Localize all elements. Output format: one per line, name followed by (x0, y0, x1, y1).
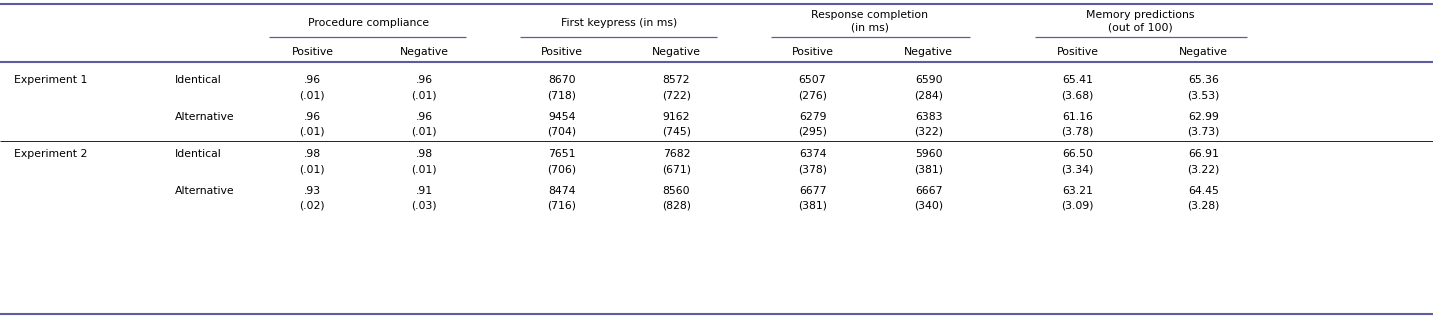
Text: .96: .96 (416, 75, 433, 85)
Text: .93: .93 (304, 186, 321, 196)
Text: .91: .91 (416, 186, 433, 196)
Text: Negative: Negative (400, 47, 449, 57)
Text: (.01): (.01) (411, 164, 437, 174)
Text: Negative: Negative (904, 47, 953, 57)
Text: 65.36: 65.36 (1188, 75, 1219, 85)
Text: (295): (295) (798, 127, 827, 137)
Text: 66.91: 66.91 (1188, 149, 1219, 159)
Text: 9162: 9162 (662, 112, 691, 122)
Text: .98: .98 (304, 149, 321, 159)
Text: 8670: 8670 (547, 75, 576, 85)
Text: (378): (378) (798, 164, 827, 174)
Text: (3.53): (3.53) (1188, 90, 1219, 100)
Text: (.01): (.01) (299, 90, 325, 100)
Text: 64.45: 64.45 (1188, 186, 1219, 196)
Text: 62.99: 62.99 (1188, 112, 1219, 122)
Text: (716): (716) (547, 201, 576, 211)
Text: 6383: 6383 (914, 112, 943, 122)
Text: 8560: 8560 (662, 186, 691, 196)
Text: Positive: Positive (791, 47, 834, 57)
Text: (.01): (.01) (299, 127, 325, 137)
Text: (3.28): (3.28) (1188, 201, 1219, 211)
Text: .96: .96 (304, 75, 321, 85)
Text: 66.50: 66.50 (1062, 149, 1093, 159)
Text: 9454: 9454 (547, 112, 576, 122)
Text: Negative: Negative (1179, 47, 1228, 57)
Text: (3.22): (3.22) (1188, 164, 1219, 174)
Text: 5960: 5960 (914, 149, 943, 159)
Text: 7651: 7651 (547, 149, 576, 159)
Text: Response completion: Response completion (811, 10, 929, 20)
Text: Alternative: Alternative (175, 112, 235, 122)
Text: (.02): (.02) (299, 201, 325, 211)
Text: 6279: 6279 (798, 112, 827, 122)
Text: 6590: 6590 (914, 75, 943, 85)
Text: Experiment 1: Experiment 1 (14, 75, 87, 85)
Text: (828): (828) (662, 201, 691, 211)
Text: (322): (322) (914, 127, 943, 137)
Text: Positive: Positive (540, 47, 583, 57)
Text: Positive: Positive (291, 47, 334, 57)
Text: (out of 100): (out of 100) (1108, 23, 1174, 33)
Text: (704): (704) (547, 127, 576, 137)
Text: (381): (381) (914, 164, 943, 174)
Text: (276): (276) (798, 90, 827, 100)
Text: 65.41: 65.41 (1062, 75, 1093, 85)
Text: (3.09): (3.09) (1062, 201, 1093, 211)
Text: Procedure compliance: Procedure compliance (308, 18, 428, 29)
Text: Memory predictions: Memory predictions (1086, 10, 1195, 20)
Text: Identical: Identical (175, 75, 222, 85)
Text: .96: .96 (416, 112, 433, 122)
Text: Identical: Identical (175, 149, 222, 159)
Text: Positive: Positive (1056, 47, 1099, 57)
Text: 6507: 6507 (798, 75, 827, 85)
Text: (3.73): (3.73) (1188, 127, 1219, 137)
Text: (745): (745) (662, 127, 691, 137)
Text: (718): (718) (547, 90, 576, 100)
Text: 8474: 8474 (547, 186, 576, 196)
Text: Negative: Negative (652, 47, 701, 57)
Text: (.01): (.01) (411, 90, 437, 100)
Text: (3.78): (3.78) (1062, 127, 1093, 137)
Text: (284): (284) (914, 90, 943, 100)
Text: (340): (340) (914, 201, 943, 211)
Text: 6677: 6677 (798, 186, 827, 196)
Text: 63.21: 63.21 (1062, 186, 1093, 196)
Text: 61.16: 61.16 (1062, 112, 1093, 122)
Text: .98: .98 (416, 149, 433, 159)
Text: 6667: 6667 (914, 186, 943, 196)
Text: (.01): (.01) (411, 127, 437, 137)
Text: (722): (722) (662, 90, 691, 100)
Text: (.03): (.03) (411, 201, 437, 211)
Text: (671): (671) (662, 164, 691, 174)
Text: (.01): (.01) (299, 164, 325, 174)
Text: (3.68): (3.68) (1062, 90, 1093, 100)
Text: (3.34): (3.34) (1062, 164, 1093, 174)
Text: 6374: 6374 (798, 149, 827, 159)
Text: Alternative: Alternative (175, 186, 235, 196)
Text: 8572: 8572 (662, 75, 691, 85)
Text: 7682: 7682 (662, 149, 691, 159)
Text: .96: .96 (304, 112, 321, 122)
Text: (706): (706) (547, 164, 576, 174)
Text: (381): (381) (798, 201, 827, 211)
Text: (in ms): (in ms) (851, 23, 888, 33)
Text: First keypress (in ms): First keypress (in ms) (560, 18, 678, 29)
Text: Experiment 2: Experiment 2 (14, 149, 87, 159)
